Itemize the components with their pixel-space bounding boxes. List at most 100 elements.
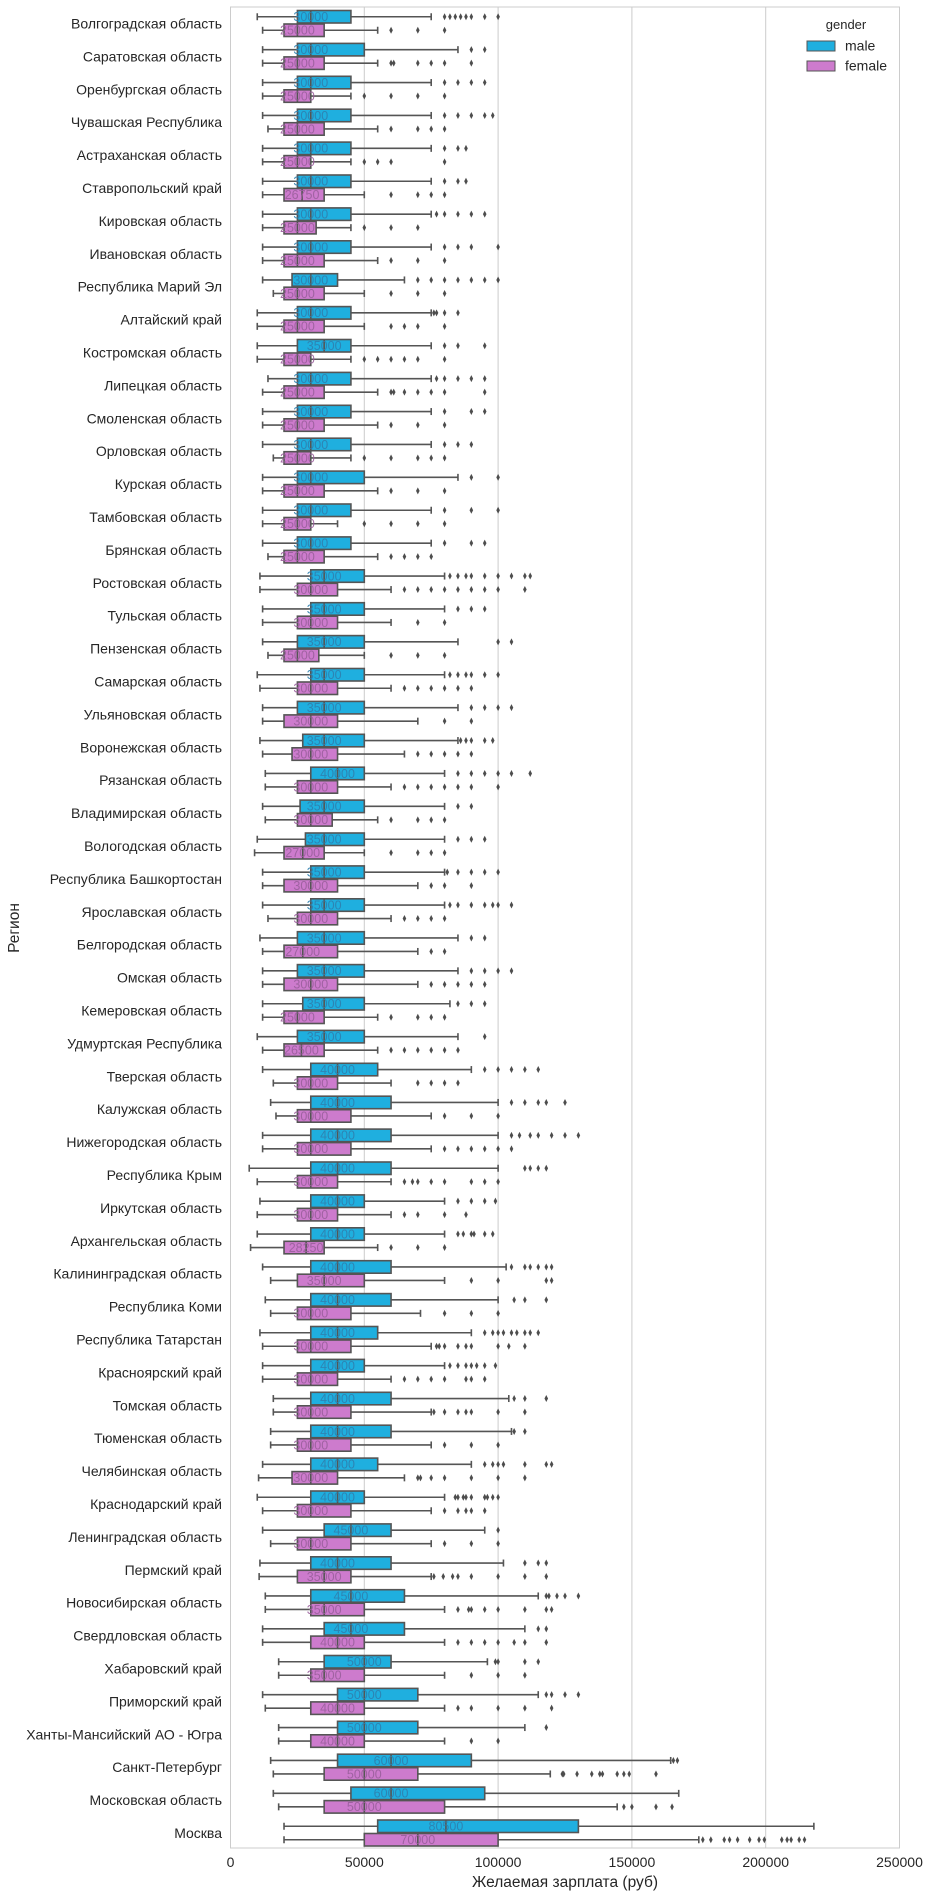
female-outlier [456,1079,460,1087]
female-outlier [482,1178,487,1186]
male-median-label: 40000 [320,1227,355,1241]
female-outlier [416,684,420,692]
female-outlier [416,125,420,133]
female-outlier [389,322,393,330]
female-outlier [627,1770,632,1778]
male-box [301,733,366,748]
male-outlier [547,1592,551,1600]
female-outlier [456,684,460,692]
female-median-label: 35000 [307,1274,342,1288]
male-outlier [472,1230,476,1238]
female-median-label: 40000 [320,1701,355,1715]
female-median-label: 25000 [280,122,315,136]
male-outlier [458,737,463,745]
female-box [283,286,325,301]
male-outlier [544,1395,549,1403]
male-outlier [496,1066,500,1074]
male-box [309,1095,392,1110]
female-outlier [456,1704,460,1712]
female-outlier [442,586,447,594]
male-outlier [576,1592,581,1600]
male-outlier [456,375,460,383]
male-outlier [496,572,500,580]
female-outlier [434,1342,439,1350]
female-median-label: 30000 [293,1142,328,1156]
female-outlier [469,1540,474,1548]
male-outlier [429,276,433,284]
female-median-label: 25000 [280,24,315,38]
female-outlier [389,125,393,133]
female-outlier [442,651,447,659]
female-outlier [469,1474,474,1482]
male-outlier [512,1296,516,1304]
region-group: 45000 30000 [261,1523,500,1551]
region-group: 50000 35000 [277,1654,541,1683]
female-outlier [429,1474,433,1482]
female-outlier [375,355,380,363]
female-outlier [402,1178,407,1186]
female-outlier [469,1704,474,1712]
male-outlier [523,1296,527,1304]
male-outlier [490,901,495,909]
female-outlier [429,750,433,758]
female-box [283,253,325,268]
female-outlier [416,289,420,297]
female-outlier [469,1507,474,1515]
male-outlier [544,1592,549,1600]
female-outlier [429,783,433,791]
legend-swatch-female [806,60,836,72]
female-outlier [442,1441,447,1449]
male-median-label: 40000 [320,1260,355,1274]
female-outlier [442,783,447,791]
male-outlier [528,572,533,580]
female-outlier [429,980,433,988]
y-tick-label: Новосибирская область [66,1595,222,1611]
female-median-label: 30000 [293,616,328,630]
male-median-label: 35000 [307,931,342,945]
male-outlier [482,868,487,876]
male-outlier [482,737,487,745]
male-outlier [456,868,460,876]
male-median-label: 45000 [334,1523,369,1537]
female-outlier [469,717,474,725]
male-median-label: 35000 [307,800,342,814]
male-box [304,832,366,847]
female-outlier [416,1211,420,1219]
boxes-layer: 3000025000300002500030000250003000025000… [248,9,815,1847]
female-outlier [469,783,474,791]
female-box [296,681,339,696]
female-box [283,1240,325,1255]
male-outlier [509,901,514,909]
female-outlier [389,421,393,429]
male-outlier [496,13,500,21]
female-outlier [416,816,420,824]
male-outlier [482,1460,487,1468]
y-tick-label: Брянская область [105,542,222,558]
y-tick-label: Республика Марий Эл [78,279,222,295]
male-outlier [469,605,474,613]
male-outlier [528,769,533,777]
female-median-label: 35000 [307,1669,342,1683]
female-outlier [496,1704,500,1712]
female-median-label: 30000 [293,1537,328,1551]
y-tick-label: Томская область [113,1397,222,1413]
male-outlier [563,1131,567,1139]
male-median-label: 35000 [307,734,342,748]
legend-label-male: male [845,38,876,54]
male-median-label: 30000 [293,306,328,320]
female-outlier [469,59,474,67]
male-outlier [442,79,447,87]
female-outlier [389,257,393,265]
female-outlier [416,651,420,659]
female-outlier [442,388,447,396]
female-outlier [442,1178,447,1186]
y-tick-label: Самарская область [94,674,222,690]
